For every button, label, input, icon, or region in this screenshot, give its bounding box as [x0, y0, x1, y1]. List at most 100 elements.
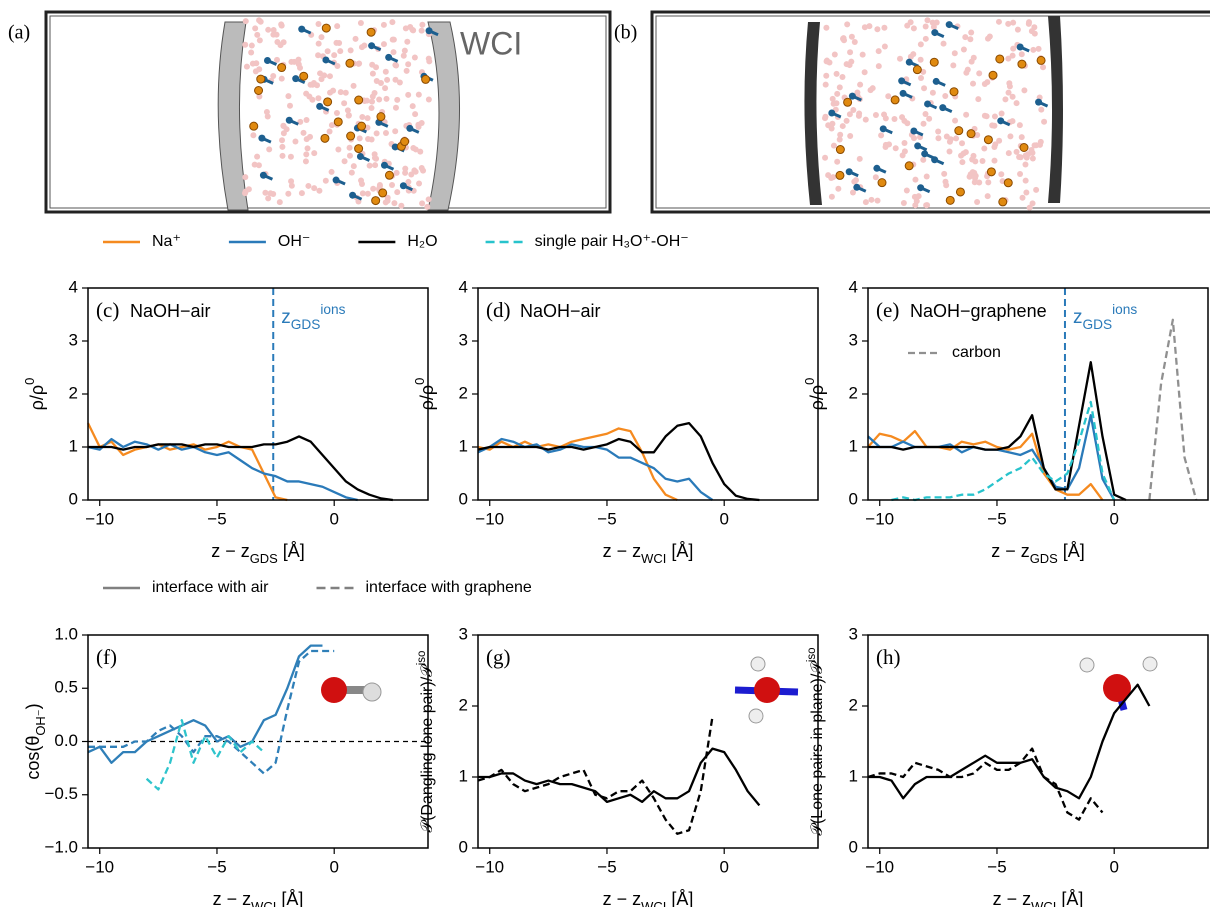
hydroxide: [316, 102, 324, 110]
sodium: [371, 196, 381, 206]
sodium: [345, 58, 355, 68]
wci-surface: [427, 21, 460, 211]
water: [970, 80, 977, 87]
y-tick-label: 0: [69, 489, 78, 508]
water: [935, 128, 942, 135]
water: [411, 167, 418, 174]
atom-h: [362, 682, 382, 702]
hydroxide: [332, 176, 340, 184]
series-line: [87, 437, 358, 502]
water: [975, 96, 982, 103]
panel-label: (a): [8, 22, 30, 44]
water: [243, 63, 250, 70]
water: [923, 202, 930, 209]
hydroxide: [285, 116, 293, 124]
hydroxide: [945, 21, 953, 29]
panel-label: (b): [614, 22, 637, 44]
water: [287, 102, 294, 109]
hydroxide: [391, 143, 399, 151]
water: [903, 187, 910, 194]
y-tick-label: 2: [459, 383, 468, 402]
water: [917, 56, 924, 63]
hydroxide: [921, 150, 929, 158]
x-tick-label: −10: [85, 509, 114, 528]
y-tick-label: 4: [459, 277, 468, 296]
y-tick-label: 3: [459, 624, 468, 643]
water: [419, 200, 426, 207]
legend-label: interface with air: [152, 579, 269, 596]
x-tick-label: 0: [719, 509, 728, 528]
water: [334, 63, 341, 70]
y-tick-label: 4: [69, 277, 78, 296]
sodium: [835, 145, 845, 155]
water: [365, 135, 372, 142]
sodium: [995, 54, 1005, 64]
y-tick-label: 0: [459, 489, 468, 508]
water: [886, 141, 893, 148]
water: [358, 177, 365, 184]
water: [287, 153, 294, 160]
plot-frame: [867, 634, 1209, 849]
water: [411, 54, 418, 61]
water: [409, 26, 416, 33]
water: [823, 72, 830, 79]
hydroxide: [322, 56, 330, 64]
sodium: [954, 126, 964, 136]
water: [922, 110, 929, 117]
water: [315, 21, 322, 28]
water: [922, 35, 929, 42]
x-axis-label-part: WCI: [1031, 899, 1056, 907]
water: [306, 93, 313, 100]
y-tick-label: −0.5: [44, 784, 78, 803]
water: [984, 79, 991, 86]
water: [384, 76, 391, 83]
water: [356, 135, 363, 142]
x-axis-label-part: z − z: [991, 541, 1030, 561]
water: [900, 199, 907, 206]
water: [368, 104, 375, 111]
water: [1006, 83, 1013, 90]
y-axis-label-part: ): [23, 703, 43, 709]
sodium: [378, 188, 388, 198]
water: [829, 95, 836, 102]
vline-label: zGDSions: [281, 302, 345, 332]
sodium: [843, 97, 853, 107]
water: [1019, 194, 1026, 201]
water: [288, 178, 295, 185]
y-tick-label: 2: [69, 383, 78, 402]
series-line: [867, 414, 1116, 501]
water: [278, 21, 285, 28]
water: [382, 68, 389, 75]
water: [1029, 155, 1036, 162]
snapshot-frame: [655, 15, 1210, 209]
water: [920, 156, 927, 163]
water: [847, 49, 854, 56]
water: [328, 168, 335, 175]
water: [828, 193, 835, 200]
water: [830, 100, 837, 107]
water: [409, 103, 416, 110]
water: [245, 186, 252, 193]
water: [984, 35, 991, 42]
water: [1005, 20, 1012, 27]
water: [869, 85, 876, 92]
sodium: [354, 144, 364, 154]
x-tick-label: −5: [597, 857, 616, 876]
water: [425, 96, 432, 103]
y-axis-label: 𝒫(Lone pairs in plane)/𝒫iso: [806, 647, 826, 835]
water: [960, 46, 967, 53]
water: [276, 199, 283, 206]
hydroxide: [1035, 98, 1043, 106]
water: [985, 179, 992, 186]
sodium: [384, 170, 394, 180]
water: [279, 152, 286, 159]
water: [904, 120, 911, 127]
hydroxide: [259, 171, 267, 179]
water: [417, 148, 424, 155]
y-tick-label: 0: [849, 489, 858, 508]
water: [400, 52, 407, 59]
water: [266, 146, 273, 153]
water: [314, 82, 321, 89]
water: [346, 152, 353, 159]
water: [822, 154, 829, 161]
